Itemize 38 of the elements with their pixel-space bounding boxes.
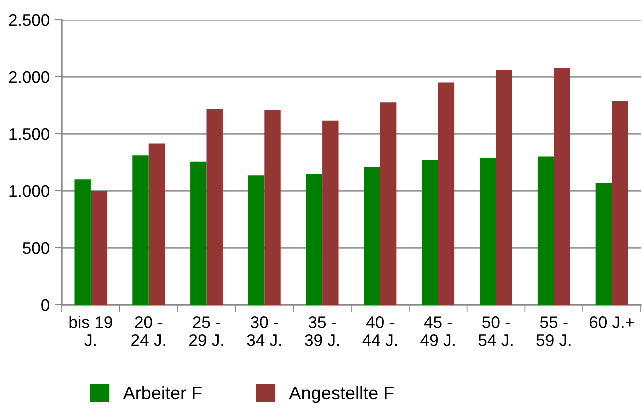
- x-tick-label: 30 - 34 J.: [247, 316, 282, 346]
- x-tick-label: 60 J.+: [590, 316, 634, 328]
- legend-label: Angestellte F: [289, 386, 394, 404]
- bar: [148, 144, 166, 305]
- bar: [132, 156, 149, 305]
- bar: [264, 110, 281, 305]
- y-tick-label: 1.000: [10, 185, 50, 198]
- bar: [438, 82, 455, 305]
- bar: [322, 120, 339, 305]
- bar: [480, 158, 496, 305]
- bar: [554, 68, 570, 305]
- x-tick-label: bis 19 J.: [70, 316, 112, 346]
- bar: [422, 160, 438, 305]
- y-tick-label: 2.500: [9, 14, 50, 26]
- x-tick-label: 40 - 44 J.: [362, 316, 397, 346]
- y-tick-label: 1.500: [10, 128, 50, 140]
- y-tick-label: 2.000: [9, 71, 50, 84]
- x-tick-label: 45 - 49 J.: [420, 316, 455, 346]
- x-tick-label: 20 - 24 J.: [132, 316, 166, 346]
- x-tick-label: 35 - 39 J.: [305, 316, 340, 346]
- bar: [74, 180, 91, 305]
- bar: [248, 176, 265, 305]
- bar: [380, 102, 397, 305]
- bar: [496, 70, 512, 305]
- bar: [190, 162, 207, 305]
- x-tick-label: 50 - 54 J.: [478, 316, 513, 346]
- bar: [612, 102, 628, 305]
- bar: [306, 174, 323, 305]
- bar: [206, 109, 223, 305]
- bar: [538, 156, 554, 305]
- x-tick-label: 25 - 29 J.: [190, 316, 224, 346]
- bar: [596, 183, 612, 305]
- y-tick-label: 0: [42, 299, 50, 312]
- y-tick-label: 500: [23, 242, 50, 254]
- x-tick-label: 55 - 59 J.: [536, 316, 571, 346]
- bar: [364, 167, 380, 305]
- legend-label: Arbeiter F: [123, 386, 202, 400]
- bar: [90, 191, 108, 305]
